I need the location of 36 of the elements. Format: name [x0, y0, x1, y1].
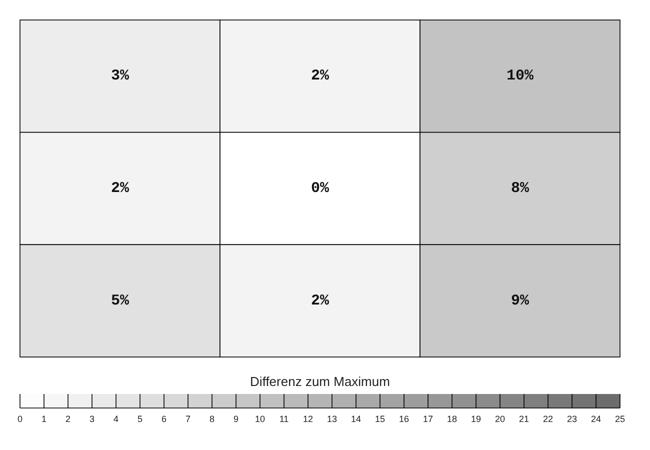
color-bar-label: 2	[65, 414, 71, 424]
color-bar-label: 24	[590, 414, 602, 424]
data-label: 3%	[110, 68, 130, 85]
data-label: 2%	[310, 292, 330, 310]
data-label: 9%	[510, 292, 530, 310]
color-bar-label: 9	[233, 414, 239, 424]
color-bar-label: 23	[566, 414, 578, 424]
color-bar-label: 17	[422, 414, 434, 424]
color-bar-label: 4	[113, 414, 119, 424]
color-bar-label: 11	[279, 414, 289, 424]
color-bar-label: 8	[209, 414, 215, 424]
color-bar-label: 14	[350, 414, 362, 424]
color-bar-label: 21	[518, 414, 530, 424]
color-bar-label: 6	[161, 414, 167, 424]
data-label: 5%	[110, 292, 130, 310]
color-bar-label: 5	[137, 414, 143, 424]
data-label: 2%	[110, 180, 130, 197]
color-bar-label: 1	[41, 414, 47, 424]
color-bar-label: 15	[374, 414, 386, 424]
color-bar-label: 3	[89, 414, 95, 424]
color-bar-label: 19	[470, 414, 482, 424]
data-label: 8%	[510, 180, 530, 197]
color-bar-label: 20	[494, 414, 506, 424]
color-bar-label: 25	[614, 414, 626, 424]
color-bar-label: 12	[302, 414, 314, 424]
color-bar-label: 18	[446, 414, 458, 424]
color-bar-label: 10	[254, 414, 266, 424]
data-label: 2%	[310, 68, 330, 85]
color-bar-label: 0	[17, 414, 23, 424]
color-bar-label: 13	[326, 414, 338, 424]
color-bar-title: Differenz zum Maximum	[250, 374, 390, 389]
color-bar-label: 22	[542, 414, 554, 424]
color-bar-label: 7	[185, 414, 191, 424]
data-label: 10%	[506, 68, 534, 85]
color-bar-label: 16	[398, 414, 410, 424]
data-label: 0%	[310, 180, 330, 197]
